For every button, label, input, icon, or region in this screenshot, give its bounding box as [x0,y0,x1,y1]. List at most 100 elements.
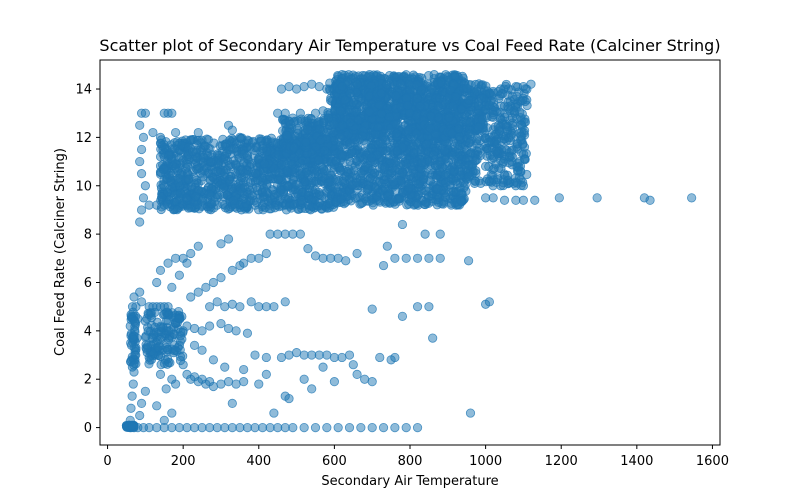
data-point [462,83,472,93]
data-point [481,81,491,91]
data-point [390,422,400,433]
data-point [282,130,292,141]
data-point [175,355,186,366]
data-point [152,422,162,433]
data-point [436,77,446,88]
data-point [501,79,511,90]
data-point [143,341,153,351]
data-point [189,340,200,350]
data-point [469,178,480,188]
data-point [346,148,357,158]
data-point [274,168,284,178]
data-point [516,131,526,141]
data-point [136,297,147,307]
data-point [397,311,408,321]
data-point [347,160,357,170]
data-point [310,251,321,261]
data-point [201,282,211,292]
data-point [171,253,181,263]
data-point [182,258,192,268]
data-point [329,377,339,387]
data-point [242,422,253,433]
data-point [204,168,214,178]
data-point [340,95,350,105]
data-point [337,81,347,92]
data-point [295,229,305,239]
data-point [360,374,370,384]
data-point [435,167,445,177]
data-point [208,277,219,288]
data-point [127,421,137,431]
data-point [155,265,166,275]
data-point [408,157,419,168]
data-point [352,248,362,259]
data-point [269,408,279,418]
data-point [143,322,153,332]
data-point [299,422,309,433]
data-point [212,422,222,433]
data-point [395,78,406,89]
data-point [183,174,193,185]
data-point [315,135,326,145]
data-point [159,358,170,369]
data-point [319,117,329,127]
data-point [197,422,207,433]
data-point [390,352,400,363]
data-point [223,323,234,334]
data-point [520,154,530,164]
y-tick-label: 8 [84,228,92,243]
data-point [299,82,309,92]
data-point [162,345,173,355]
data-point [363,184,373,194]
data-point [380,162,390,172]
data-point [159,415,169,425]
data-point [513,144,523,154]
data-point [307,79,317,89]
data-point [263,196,273,206]
data-point [269,302,279,312]
data-point [136,205,147,215]
data-point [511,195,521,205]
data-point [530,195,540,205]
data-point [465,129,475,139]
data-point [182,422,192,433]
data-point [456,195,466,206]
data-point [373,122,383,132]
data-point [433,112,443,123]
data-point [291,180,301,190]
data-point [488,193,498,203]
data-point [246,253,256,263]
x-tick-label: 800 [398,454,423,469]
data-point [220,203,231,213]
data-point [462,145,472,155]
data-point [173,178,183,188]
data-point [273,229,283,239]
data-point [433,101,444,111]
data-point [333,422,343,433]
data-point [208,381,219,392]
data-point [288,229,298,239]
data-point [554,193,564,203]
data-point [369,168,379,178]
data-point [451,187,461,197]
data-point [239,258,249,268]
data-point [152,277,162,288]
data-point [159,175,169,185]
x-tick-label: 200 [171,454,196,469]
data-point [138,132,149,142]
data-point [242,151,253,161]
data-point [506,130,516,140]
data-point [335,165,346,175]
data-point [202,134,212,144]
data-point [276,352,287,363]
x-tick-label: 1000 [469,454,502,469]
data-point [516,113,526,123]
data-point [182,159,193,170]
data-point [295,170,305,181]
data-point [378,422,389,433]
data-point [427,84,437,95]
data-point [227,184,237,194]
data-point [129,360,139,370]
data-point [254,253,264,263]
data-point [229,195,239,206]
